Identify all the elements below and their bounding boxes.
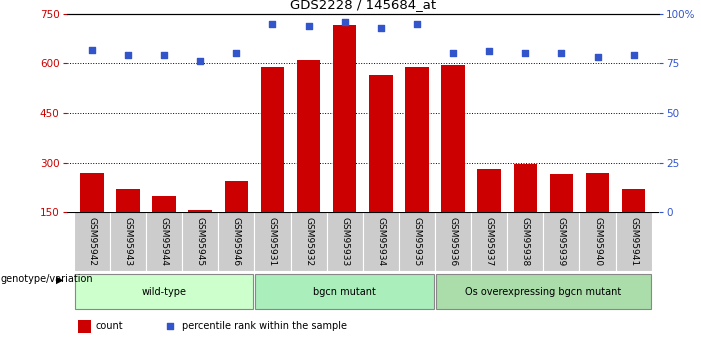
Bar (182, 212, 218, 271)
Text: count: count (95, 321, 123, 331)
Point (592, 55, 603, 60)
FancyBboxPatch shape (74, 274, 253, 309)
Text: GSM95945: GSM95945 (196, 217, 205, 266)
Bar (333, 26, 356, 212)
Text: GSM95933: GSM95933 (340, 217, 349, 266)
Text: GSM95944: GSM95944 (160, 217, 169, 266)
Bar (80, 172, 104, 212)
Bar (261, 67, 284, 212)
Bar (471, 212, 508, 271)
Bar (327, 212, 363, 271)
Bar (580, 212, 615, 271)
Text: GSM95938: GSM95938 (521, 217, 530, 266)
Point (158, 53, 170, 58)
FancyBboxPatch shape (255, 274, 434, 309)
Bar (363, 212, 399, 271)
Bar (146, 212, 182, 271)
Point (339, 19, 350, 24)
Text: GSM95943: GSM95943 (123, 217, 132, 266)
Bar (615, 212, 652, 271)
Bar (110, 212, 146, 271)
Bar (74, 212, 110, 271)
Point (195, 59, 206, 64)
Text: GSM95937: GSM95937 (484, 217, 494, 266)
Bar (189, 209, 212, 212)
Text: GSM95935: GSM95935 (412, 217, 421, 266)
Bar (218, 212, 254, 271)
Point (556, 51, 567, 56)
Text: GSM95931: GSM95931 (268, 217, 277, 266)
Text: GSM95939: GSM95939 (557, 217, 566, 266)
Text: Os overexpressing bgcn mutant: Os overexpressing bgcn mutant (465, 287, 622, 296)
Text: GSM95941: GSM95941 (629, 217, 638, 266)
Point (484, 49, 495, 54)
Text: GSM95946: GSM95946 (232, 217, 241, 266)
Point (123, 53, 134, 58)
Bar (586, 172, 609, 212)
Point (628, 53, 639, 58)
Title: GDS2228 / 145684_at: GDS2228 / 145684_at (290, 0, 436, 11)
Bar (224, 181, 248, 212)
Point (267, 21, 278, 27)
Bar (405, 67, 429, 212)
Bar (508, 212, 543, 271)
Text: genotype/variation: genotype/variation (1, 275, 93, 284)
Text: wild-type: wild-type (142, 287, 186, 296)
Bar (79, 319, 91, 333)
Point (519, 51, 531, 56)
Bar (152, 196, 176, 212)
Bar (550, 174, 573, 212)
Bar (514, 164, 537, 212)
Bar (543, 212, 580, 271)
Text: ▶: ▶ (55, 275, 63, 284)
Bar (477, 169, 501, 212)
Bar (442, 65, 465, 212)
Text: GSM95942: GSM95942 (88, 217, 96, 266)
Point (231, 51, 242, 56)
Text: GSM95934: GSM95934 (376, 217, 386, 266)
Bar (297, 60, 320, 212)
Text: GSM95940: GSM95940 (593, 217, 602, 266)
Bar (254, 212, 290, 271)
Bar (369, 75, 393, 212)
Bar (399, 212, 435, 271)
Point (303, 23, 314, 28)
Point (86, 47, 97, 52)
Bar (435, 212, 471, 271)
Point (375, 25, 386, 30)
Bar (622, 189, 646, 212)
Point (411, 21, 423, 27)
Text: GSM95932: GSM95932 (304, 217, 313, 266)
Text: bgcn mutant: bgcn mutant (313, 287, 376, 296)
Text: GSM95936: GSM95936 (449, 217, 458, 266)
Point (447, 51, 458, 56)
Bar (290, 212, 327, 271)
Text: percentile rank within the sample: percentile rank within the sample (182, 321, 347, 331)
Bar (116, 189, 139, 212)
FancyBboxPatch shape (436, 274, 651, 309)
